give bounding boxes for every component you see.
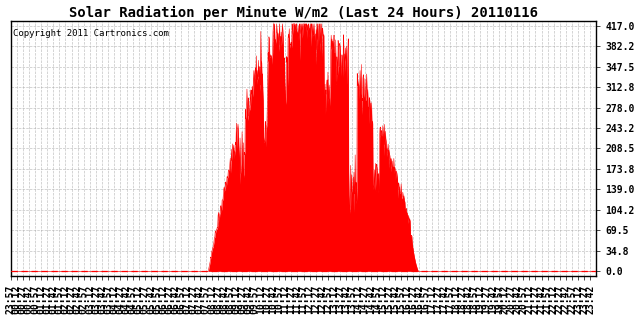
Text: Copyright 2011 Cartronics.com: Copyright 2011 Cartronics.com <box>13 28 170 37</box>
Title: Solar Radiation per Minute W/m2 (Last 24 Hours) 20110116: Solar Radiation per Minute W/m2 (Last 24… <box>68 5 538 20</box>
